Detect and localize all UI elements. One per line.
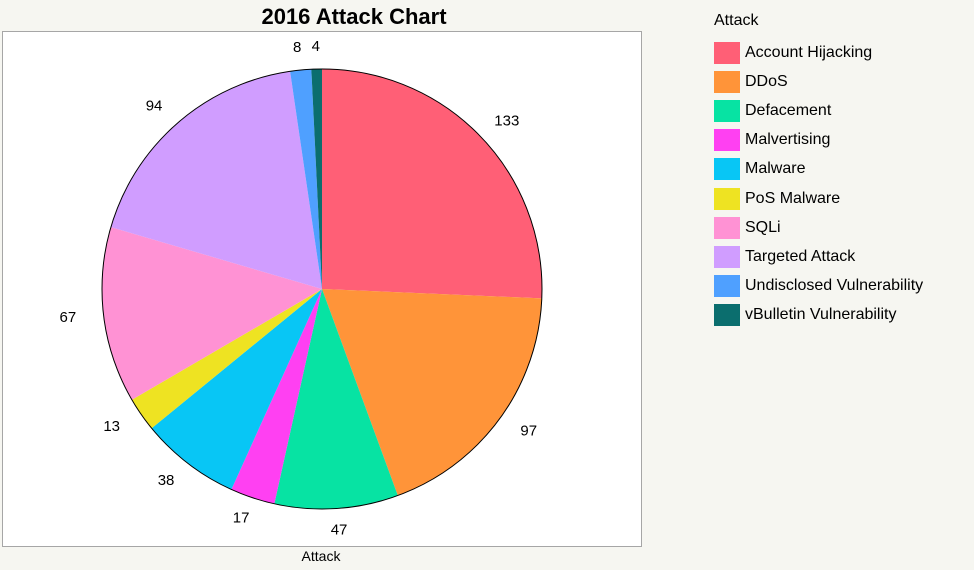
pie-slices — [101, 68, 543, 510]
data-label-ddos: 97 — [520, 423, 537, 440]
legend-entry-targeted-attack: Targeted Attack — [714, 242, 970, 271]
legend-entry-pos-malware: PoS Malware — [714, 184, 970, 213]
pie-slice-defacement — [274, 289, 398, 510]
data-label-malvertising: 17 — [233, 510, 250, 527]
data-label-targeted-attack: 94 — [146, 97, 163, 114]
legend-swatch — [714, 99, 740, 122]
legend-swatch — [714, 304, 740, 327]
legend-swatch — [714, 187, 740, 210]
legend-label: PoS Malware — [745, 189, 841, 207]
legend-swatch — [714, 275, 740, 298]
legend-label: Malvertising — [745, 131, 831, 149]
legend-label: vBulletin Vulnerability — [745, 306, 897, 324]
legend-label: Malware — [745, 160, 806, 178]
legend-entry-account-hijacking: Account Hijacking — [714, 38, 970, 67]
legend: Attack Account Hijacking DDoS Defacement Ma… — [714, 12, 970, 330]
legend-label: Undisclosed Vulnerability — [745, 277, 924, 295]
legend-entry-malvertising: Malvertising — [714, 126, 970, 155]
plot-area: 133 97 47 17 38 13 67 94 8 4 — [2, 31, 642, 547]
legend-swatch — [714, 70, 740, 93]
data-label-vbulletin-vulnerability: 4 — [312, 38, 320, 55]
legend-entry-undisclosed-vulnerability: Undisclosed Vulnerability — [714, 272, 970, 301]
legend-entry-vbulletin-vulnerability: vBulletin Vulnerability — [714, 301, 970, 330]
data-label-defacement: 47 — [331, 521, 348, 538]
pie-slice-sqli — [102, 227, 323, 400]
data-label-sqli: 67 — [60, 309, 77, 326]
pie-slice-ddos — [322, 289, 542, 496]
legend-swatch — [714, 245, 740, 268]
legend-swatch — [714, 129, 740, 152]
legend-label: Account Hijacking — [745, 43, 873, 61]
legend-entry-defacement: Defacement — [714, 96, 970, 125]
legend-list: Account Hijacking DDoS Defacement Malvertis… — [714, 38, 970, 330]
pie-slice-vbulletin-vulnerability — [311, 69, 322, 289]
pie-slice-malvertising — [231, 289, 322, 504]
legend-entry-malware: Malware — [714, 155, 970, 184]
pie-outline — [101, 68, 543, 510]
legend-label: Defacement — [745, 101, 832, 119]
pie-slice-malware — [151, 289, 322, 490]
legend-label: SQLi — [745, 218, 781, 236]
legend-entry-ddos: DDoS — [714, 67, 970, 96]
legend-entry-sqli: SQLi — [714, 213, 970, 242]
data-label-undisclosed-vulnerability: 8 — [293, 39, 301, 56]
data-label-account-hijacking: 133 — [494, 113, 519, 130]
x-axis-label: Attack — [301, 548, 341, 564]
pie-slice-account-hijacking — [322, 69, 542, 299]
pie-slice-targeted-attack — [110, 71, 322, 289]
pie-slice-pos-malware — [131, 289, 322, 429]
data-label-malware: 38 — [158, 472, 175, 489]
legend-label: Targeted Attack — [745, 247, 856, 265]
legend-swatch — [714, 216, 740, 239]
legend-title: Attack — [714, 12, 759, 29]
pie-chart: 133 97 47 17 38 13 67 94 8 4 — [60, 38, 543, 538]
pie-data-labels: 133 97 47 17 38 13 67 94 8 4 — [60, 38, 538, 538]
legend-swatch — [714, 158, 740, 181]
pie-slice-undisclosed-vulnerability — [290, 69, 322, 289]
legend-label: DDoS — [745, 72, 788, 90]
chart-title: 2016 Attack Chart — [261, 4, 447, 29]
data-label-pos-malware: 13 — [103, 418, 120, 435]
legend-swatch — [714, 41, 740, 64]
